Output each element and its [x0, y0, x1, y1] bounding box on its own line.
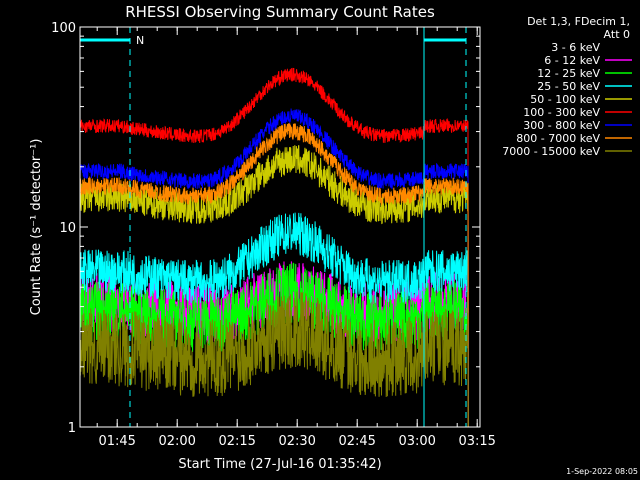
- x-tick-label: 01:45: [98, 434, 135, 449]
- series-line-8: [80, 291, 469, 427]
- y-axis-label: Count Rate (s⁻¹ detector⁻¹): [29, 139, 44, 316]
- series-layer: [80, 67, 469, 427]
- night-annotation: N: [136, 34, 144, 47]
- legend-label-5: 100 - 300 keV: [523, 106, 600, 119]
- legend-label-7: 800 - 7000 keV: [516, 132, 600, 145]
- y-axis-ticks: 1 10 100: [51, 21, 480, 436]
- x-tick-label: 03:15: [458, 434, 495, 449]
- x-axis-label: Start Time (27-Jul-16 01:35:42): [178, 457, 381, 472]
- legend-label-0: 3 - 6 keV: [551, 41, 600, 54]
- legend-label-6: 300 - 800 keV: [523, 119, 600, 132]
- y-tick-label: 10: [59, 221, 76, 236]
- legend-label-2: 12 - 25 keV: [537, 67, 600, 80]
- legend-label-1: 6 - 12 keV: [544, 54, 600, 67]
- legend-label-3: 25 - 50 keV: [537, 80, 600, 93]
- timestamp: 1-Sep-2022 08:05: [566, 467, 638, 476]
- chart-title: RHESSI Observing Summary Count Rates: [125, 3, 435, 21]
- legend-label-8: 7000 - 15000 keV: [502, 145, 600, 158]
- x-tick-label: 02:15: [218, 434, 255, 449]
- series-line-2: [80, 262, 469, 427]
- x-tick-label: 02:30: [278, 434, 315, 449]
- y-tick-label: 1: [68, 421, 76, 436]
- series-line-7: [80, 122, 469, 427]
- series-line-6: [80, 108, 469, 427]
- series-line-3: [80, 212, 469, 427]
- legend-label-4: 50 - 100 keV: [530, 93, 600, 106]
- series-line-5: [80, 67, 469, 427]
- x-tick-label: 02:00: [158, 434, 195, 449]
- attenuator-markers: N: [80, 27, 467, 427]
- x-axis-ticks: 01:45 02:00 02:15 02:30 02:45 03:00 03:15: [96, 27, 496, 449]
- legend-header-line-1: Det 1,3, FDecim 1,: [527, 15, 630, 28]
- x-tick-label: 03:00: [398, 434, 435, 449]
- legend-header-line-2: Att 0: [604, 28, 630, 41]
- x-tick-label: 02:45: [338, 434, 375, 449]
- y-tick-label: 100: [51, 21, 76, 36]
